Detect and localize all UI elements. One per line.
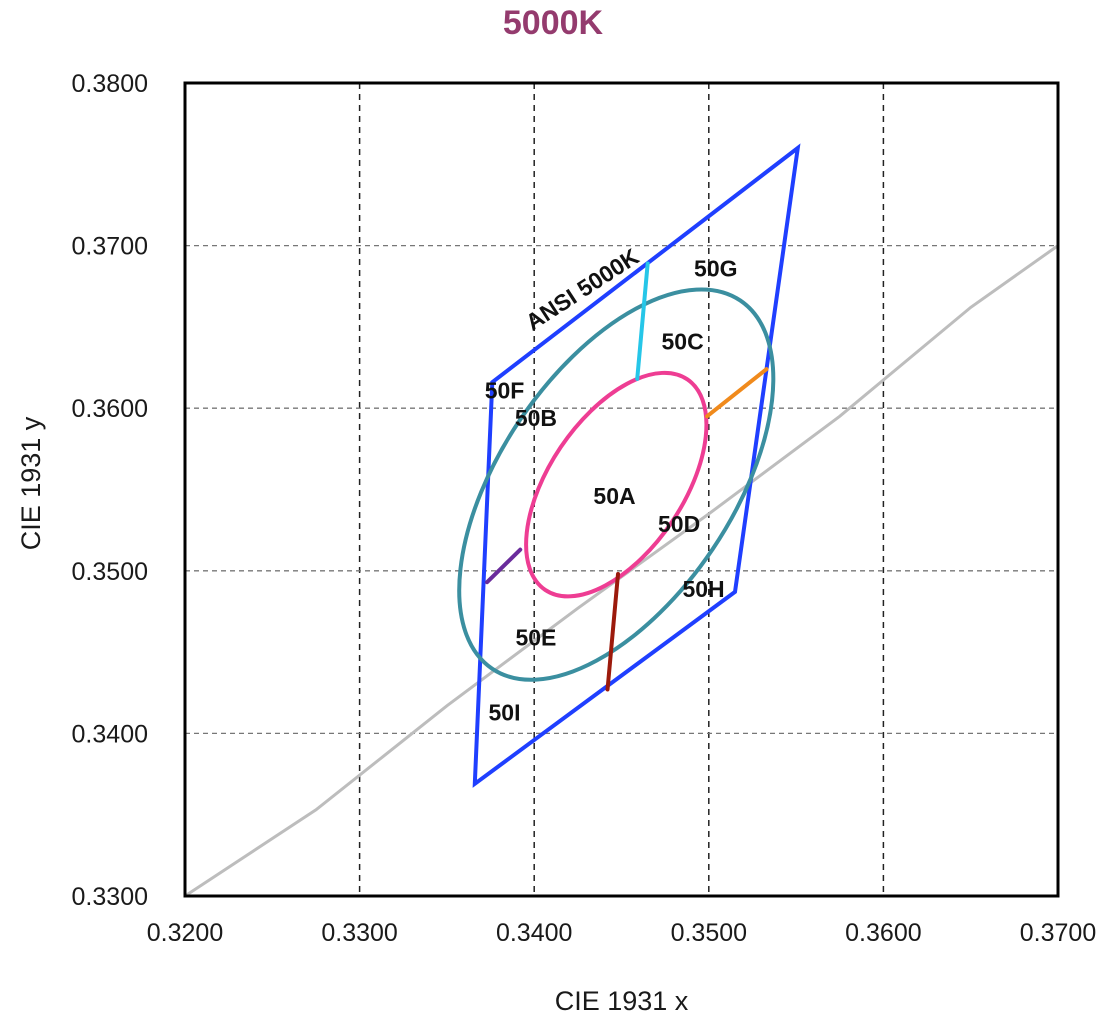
divider-top-line: [637, 263, 647, 378]
region-label: 50E: [515, 625, 556, 651]
y-tick-label: 0.3700: [72, 233, 148, 261]
y-tick-label: 0.3600: [72, 395, 148, 423]
divider-right-line: [707, 369, 766, 416]
x-tick-label: 0.3300: [321, 919, 397, 947]
divider-bottom-line: [608, 574, 618, 689]
region-label: 50G: [694, 255, 737, 281]
region-label: 50C: [662, 329, 704, 355]
region-label: 50F: [485, 377, 525, 403]
divider-left-line: [487, 550, 520, 583]
region-label: ANSI 5000K: [521, 243, 644, 335]
x-axis-label: CIE 1931 x: [555, 986, 689, 1016]
y-tick-label: 0.3800: [72, 70, 148, 98]
region-label: 50H: [682, 576, 724, 602]
x-tick-label: 0.3500: [671, 919, 747, 947]
region-label: 50B: [515, 405, 557, 431]
x-tick-label: 0.3200: [147, 919, 223, 947]
x-tick-labels: 0.3200 0.3300 0.3400 0.3500 0.3600 0.3700: [147, 919, 1096, 947]
y-axis-label: CIE 1931 y: [16, 416, 46, 550]
x-tick-label: 0.3600: [845, 919, 921, 947]
region-label: 50D: [658, 511, 700, 537]
y-tick-labels: 0.3300 0.3400 0.3500 0.3600 0.3700 0.3800: [72, 70, 148, 911]
region-label: 50A: [593, 483, 635, 509]
y-tick-label: 0.3300: [72, 883, 148, 911]
y-tick-label: 0.3400: [72, 720, 148, 748]
y-tick-label: 0.3500: [72, 558, 148, 586]
region-label: 50I: [489, 699, 521, 725]
x-tick-label: 0.3400: [496, 919, 572, 947]
ansi-quadrangle: [475, 148, 798, 784]
x-tick-label: 0.3700: [1020, 919, 1096, 947]
